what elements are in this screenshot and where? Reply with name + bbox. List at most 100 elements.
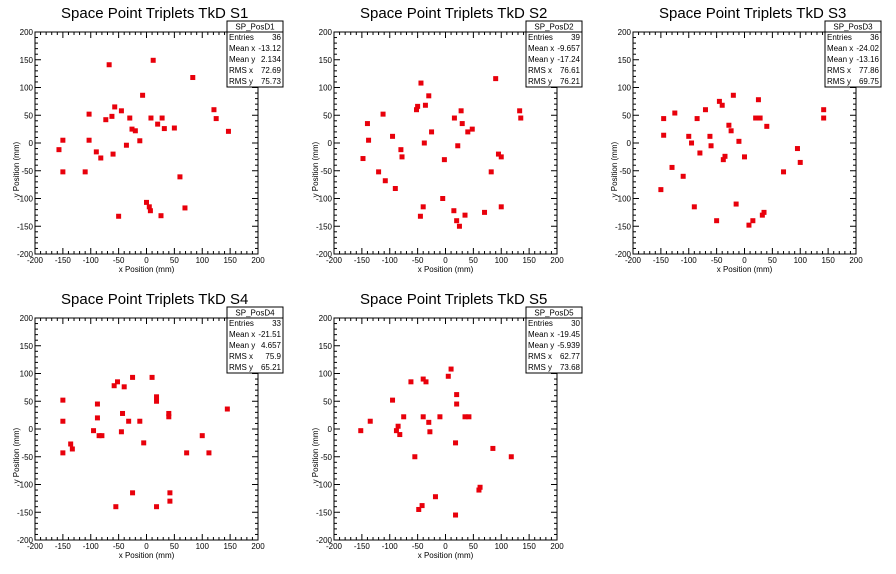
chart-panel-5: Space Point Triplets TkD S5 -200 -150 -100 -… [311, 291, 583, 560]
data-point [689, 140, 695, 146]
stats-value: 77.86 [859, 66, 880, 75]
data-point [60, 397, 66, 403]
chart-title: Space Point Triplets TkD S2 [360, 5, 547, 22]
data-point [427, 429, 433, 435]
data-point [518, 115, 524, 121]
stats-label: RMS x [827, 66, 851, 75]
stats-value: 39 [571, 33, 580, 42]
data-point [199, 433, 205, 439]
x-tick-label: -100 [83, 256, 100, 265]
data-point [126, 418, 132, 424]
data-point [418, 80, 424, 86]
data-point [728, 128, 734, 134]
x-tick-label: -200 [326, 256, 343, 265]
data-point [367, 418, 373, 424]
plot-frame [333, 317, 558, 541]
data-point [498, 204, 504, 210]
data-point [121, 384, 127, 390]
chart-panel-3: Space Point Triplets TkD S3 -200 -150 -100 -… [610, 5, 882, 274]
x-tick-label: -100 [83, 542, 100, 551]
data-point [150, 57, 156, 63]
data-point [686, 133, 692, 139]
data-point [94, 415, 100, 421]
x-tick-label: 50 [469, 542, 478, 551]
y-tick-label: -50 [21, 453, 33, 462]
stats-value: 65.21 [261, 363, 282, 372]
data-point [465, 129, 471, 135]
x-tick-label: 0 [742, 256, 747, 265]
data-point [669, 164, 675, 170]
data-point [757, 115, 763, 121]
data-point [414, 107, 420, 113]
data-point [448, 366, 454, 372]
stats-label: Mean x [528, 330, 554, 339]
y-tick-label: 100 [319, 84, 333, 93]
data-point [462, 212, 468, 218]
stats-label: RMS y [827, 77, 851, 86]
y-tick-label: -150 [316, 222, 333, 231]
data-point [720, 157, 726, 163]
data-point [417, 213, 423, 219]
data-point [137, 138, 143, 144]
data-point [441, 157, 447, 163]
data-point [154, 504, 160, 510]
data-point [110, 151, 116, 157]
data-point [109, 113, 115, 119]
stats-value: 69.75 [859, 77, 880, 86]
stats-label: Entries [229, 33, 254, 42]
chart-panel-4: Space Point Triplets TkD S4 -200 -150 -100 -… [12, 291, 284, 560]
data-point [742, 154, 747, 160]
x-tick-label: 200 [550, 256, 564, 265]
x-tick-label: 0 [443, 256, 448, 265]
x-tick-label: -50 [412, 542, 424, 551]
stats-label: Entries [528, 319, 553, 328]
x-tick-label: 200 [251, 256, 265, 265]
data-point [716, 98, 722, 104]
data-point [398, 147, 404, 153]
x-tick-label: -100 [382, 542, 399, 551]
stats-name: SP_PosD2 [534, 23, 574, 32]
y-tick-label: -100 [316, 195, 333, 204]
stats-label: RMS x [528, 66, 552, 75]
data-point [392, 186, 398, 192]
stats-label: RMS x [528, 352, 552, 361]
data-point [149, 374, 155, 380]
stats-label: Mean x [827, 44, 853, 53]
data-point [127, 115, 133, 121]
data-point [82, 169, 88, 175]
data-point [144, 199, 149, 205]
data-point [781, 169, 787, 175]
stats-name: SP_PosD1 [235, 23, 275, 32]
data-point [224, 406, 230, 412]
data-point [113, 504, 119, 510]
x-axis-label: x Position (mm) [418, 265, 474, 274]
data-point [225, 128, 231, 134]
data-point [116, 213, 122, 219]
stats-name: SP_PosD3 [833, 23, 873, 32]
data-point [86, 111, 92, 117]
y-tick-label: 100 [618, 84, 632, 93]
data-point [155, 121, 161, 127]
data-point [130, 374, 136, 380]
data-point [393, 428, 399, 434]
data-point [423, 379, 429, 385]
stats-value: 62.77 [560, 352, 581, 361]
data-point [733, 201, 739, 207]
stats-value: 4.657 [261, 341, 282, 350]
data-point [755, 97, 761, 103]
y-tick-label: -50 [21, 167, 33, 176]
data-point [746, 222, 752, 228]
stats-value: -13.12 [258, 44, 281, 53]
y-axis-label: y Position (mm) [12, 428, 21, 484]
y-tick-label: -150 [17, 508, 34, 517]
x-tick-label: 150 [223, 542, 237, 551]
stats-value: 36 [272, 33, 281, 42]
y-tick-label: 50 [323, 397, 332, 406]
plot-frame [333, 31, 558, 255]
data-point [498, 154, 504, 160]
data-point [759, 212, 765, 218]
y-tick-label: 100 [20, 84, 34, 93]
